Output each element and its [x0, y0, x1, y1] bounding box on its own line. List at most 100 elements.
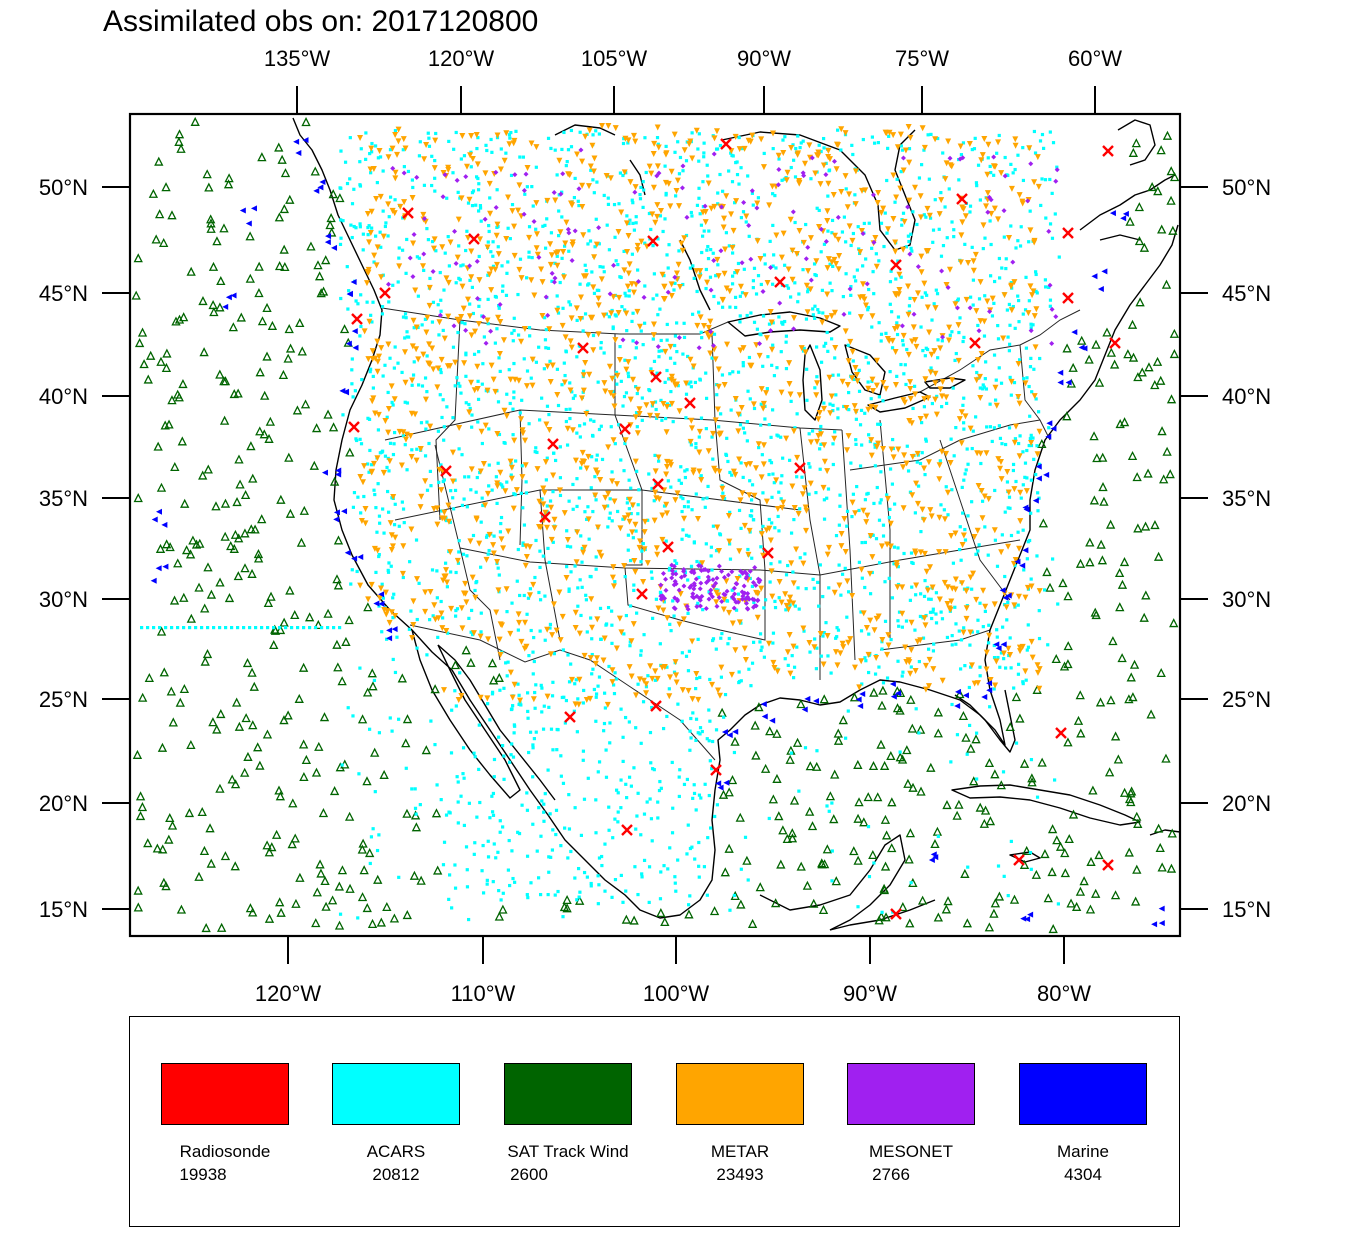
sat-track-wind-marker: [382, 901, 392, 912]
sat-track-wind-marker: [344, 811, 355, 821]
sat-track-wind-marker: [259, 429, 269, 439]
acars-marker: [479, 520, 483, 524]
sat-track-wind-marker: [295, 872, 305, 882]
sat-track-wind-marker: [1147, 182, 1157, 192]
metar-marker: [734, 269, 741, 276]
sat-track-wind-marker: [285, 194, 295, 204]
acars-marker: [583, 312, 588, 316]
acars-marker: [977, 543, 981, 547]
metar-marker: [377, 193, 384, 200]
metar-marker: [1023, 488, 1030, 495]
metar-marker: [490, 376, 497, 383]
metar-marker: [495, 587, 502, 594]
sat-track-wind-marker: [1117, 653, 1127, 663]
acars-marker: [830, 218, 835, 223]
acars-marker: [562, 130, 566, 135]
mesonet-marker: [701, 567, 707, 573]
acars-marker: [465, 229, 469, 233]
sat-track-wind-marker: [1031, 869, 1042, 879]
acars-marker: [434, 131, 438, 136]
mesonet-marker: [809, 155, 815, 161]
mesonet-marker: [691, 586, 697, 592]
acars-marker: [513, 880, 517, 884]
sat-track-wind-marker: [1126, 786, 1137, 796]
metar-marker: [941, 579, 948, 586]
acars-marker: [656, 237, 660, 241]
metar-marker: [567, 338, 574, 345]
acars-marker: [423, 454, 428, 458]
metar-marker: [912, 391, 919, 398]
acars-marker: [725, 436, 729, 440]
acars-marker: [733, 201, 737, 205]
sat-track-wind-marker: [253, 742, 263, 752]
acars-marker: [386, 510, 391, 514]
mesonet-marker: [703, 605, 709, 611]
acars-marker: [393, 670, 398, 675]
acars-marker: [773, 605, 778, 610]
metar-marker: [458, 314, 465, 321]
acars-marker: [812, 262, 817, 266]
metar-marker: [895, 446, 902, 453]
acars-marker: [942, 508, 946, 512]
sat-track-wind-marker: [298, 739, 309, 749]
acars-marker: [543, 223, 547, 227]
metar-marker: [820, 162, 827, 169]
acars-marker: [519, 491, 523, 495]
metar-marker: [743, 213, 750, 220]
acars-marker: [1028, 850, 1033, 855]
acars-marker: [629, 511, 633, 516]
mesonet-marker: [750, 579, 756, 585]
acars-marker: [527, 250, 531, 254]
acars-marker: [853, 193, 857, 197]
metar-marker: [493, 261, 500, 268]
metar-marker: [865, 651, 872, 658]
sat-track-wind-marker: [989, 908, 999, 918]
sat-track-wind-marker: [131, 290, 141, 300]
acars-marker: [681, 169, 685, 173]
acars-marker: [339, 186, 343, 190]
acars-marker: [926, 133, 930, 137]
acars-marker: [771, 641, 775, 645]
mesonet-marker: [864, 281, 870, 287]
acars-marker: [1037, 609, 1041, 613]
metar-marker: [783, 435, 790, 442]
sat-track-wind-marker: [319, 712, 330, 722]
acars-marker: [501, 284, 505, 288]
acars-marker: [810, 429, 815, 433]
acars-marker: [639, 833, 643, 837]
sat-track-wind-marker: [755, 882, 765, 892]
acars-marker: [586, 283, 590, 287]
acars-marker: [987, 623, 991, 627]
acars-marker: [647, 472, 651, 476]
acars-marker: [1006, 173, 1010, 178]
acars-marker: [877, 665, 881, 669]
acars-marker: [677, 172, 682, 176]
acars-marker: [320, 626, 324, 630]
acars-marker: [597, 675, 602, 679]
metar-marker: [836, 253, 843, 260]
marine-marker: [325, 233, 332, 240]
metar-marker: [927, 564, 934, 571]
mesonet-marker: [663, 587, 669, 593]
acars-marker: [671, 806, 675, 810]
acars-marker: [529, 881, 533, 885]
acars-marker: [1005, 618, 1009, 622]
metar-marker: [389, 145, 396, 152]
mesonet-marker: [681, 567, 687, 573]
metar-marker: [957, 143, 964, 150]
acars-marker: [555, 254, 559, 258]
metar-marker: [824, 551, 831, 558]
acars-marker: [687, 903, 691, 907]
metar-marker: [1011, 279, 1018, 286]
acars-marker: [689, 564, 694, 568]
metar-marker: [963, 605, 970, 612]
acars-marker: [992, 655, 997, 660]
acars-marker: [882, 244, 886, 249]
acars-marker: [455, 376, 459, 380]
acars-marker: [525, 893, 529, 897]
sat-track-wind-marker: [362, 903, 372, 913]
metar-marker: [981, 493, 988, 500]
metar-marker: [402, 379, 409, 386]
acars-marker: [597, 242, 601, 246]
sat-track-wind-marker: [941, 904, 952, 914]
